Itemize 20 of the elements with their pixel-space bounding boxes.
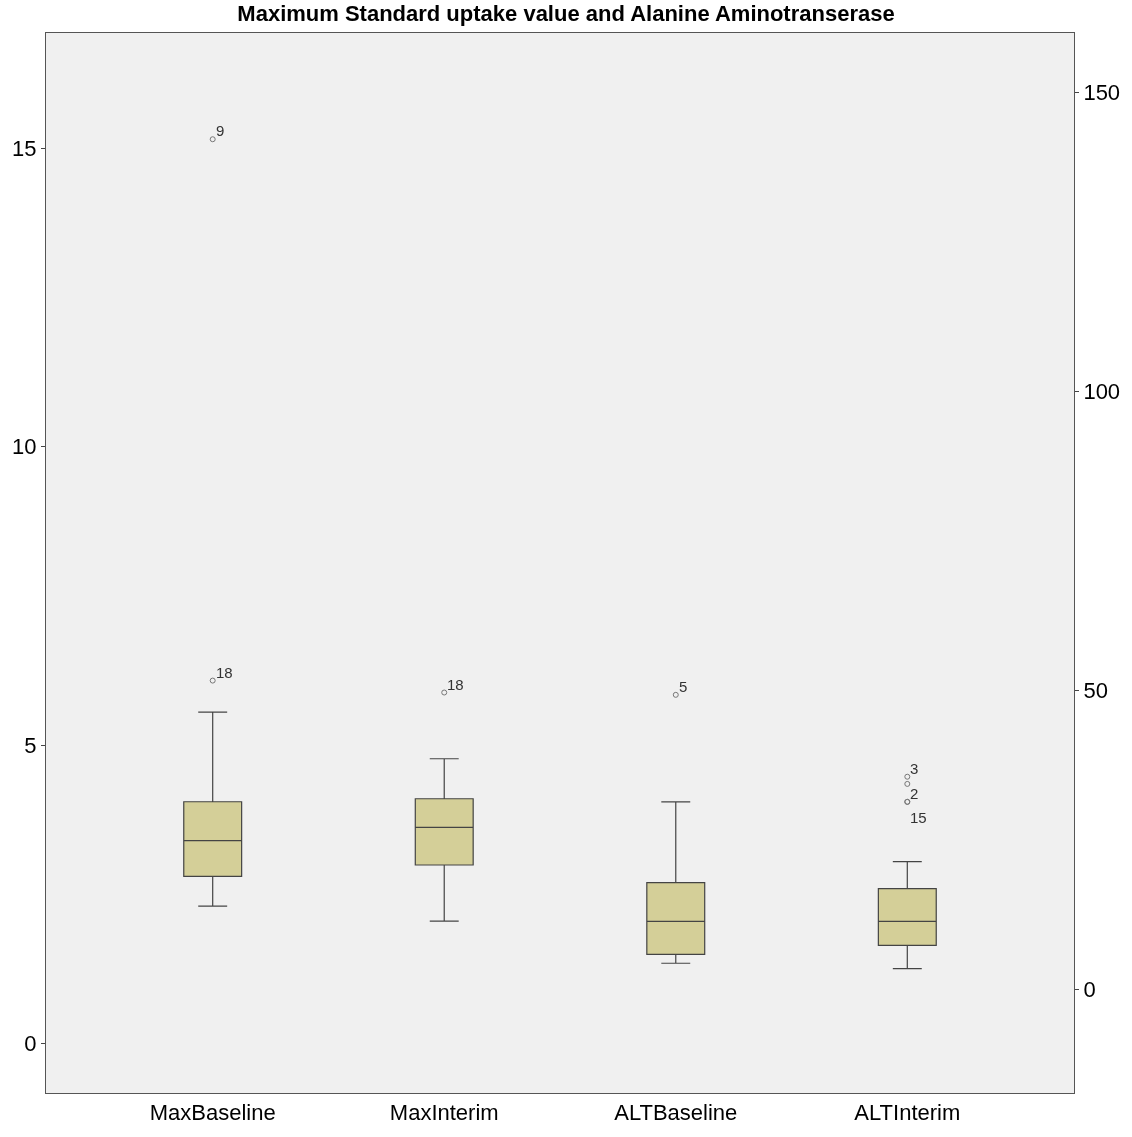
y-tick-label: 0	[24, 1031, 37, 1057]
x-tick-label: MaxInterim	[389, 1100, 499, 1126]
series-label: 15	[910, 809, 927, 826]
chart-title: Maximum Standard uptake value and Alanine Aminotranserase	[237, 1, 895, 27]
y2-tick-label: 50	[1083, 678, 1108, 704]
y-tick-label: 10	[12, 434, 37, 460]
y-tick-label: 5	[24, 732, 37, 758]
series-label: 2	[910, 785, 919, 802]
x-tick-label: ALTInterim	[854, 1100, 961, 1126]
x-tick-label: ALTBaseline	[614, 1100, 738, 1126]
series-label: 18	[447, 676, 464, 693]
y2-tick-label: 0	[1083, 977, 1096, 1003]
series-label: 18	[216, 664, 233, 681]
series-label: 3	[910, 760, 919, 777]
y2-tick-label: 150	[1083, 80, 1121, 106]
y-tick-label: 15	[12, 135, 37, 161]
series-label: 5	[679, 678, 688, 695]
series-label: 9	[216, 122, 225, 139]
x-tick-label: MaxBaseline	[149, 1100, 276, 1126]
y2-tick-label: 100	[1083, 379, 1121, 405]
